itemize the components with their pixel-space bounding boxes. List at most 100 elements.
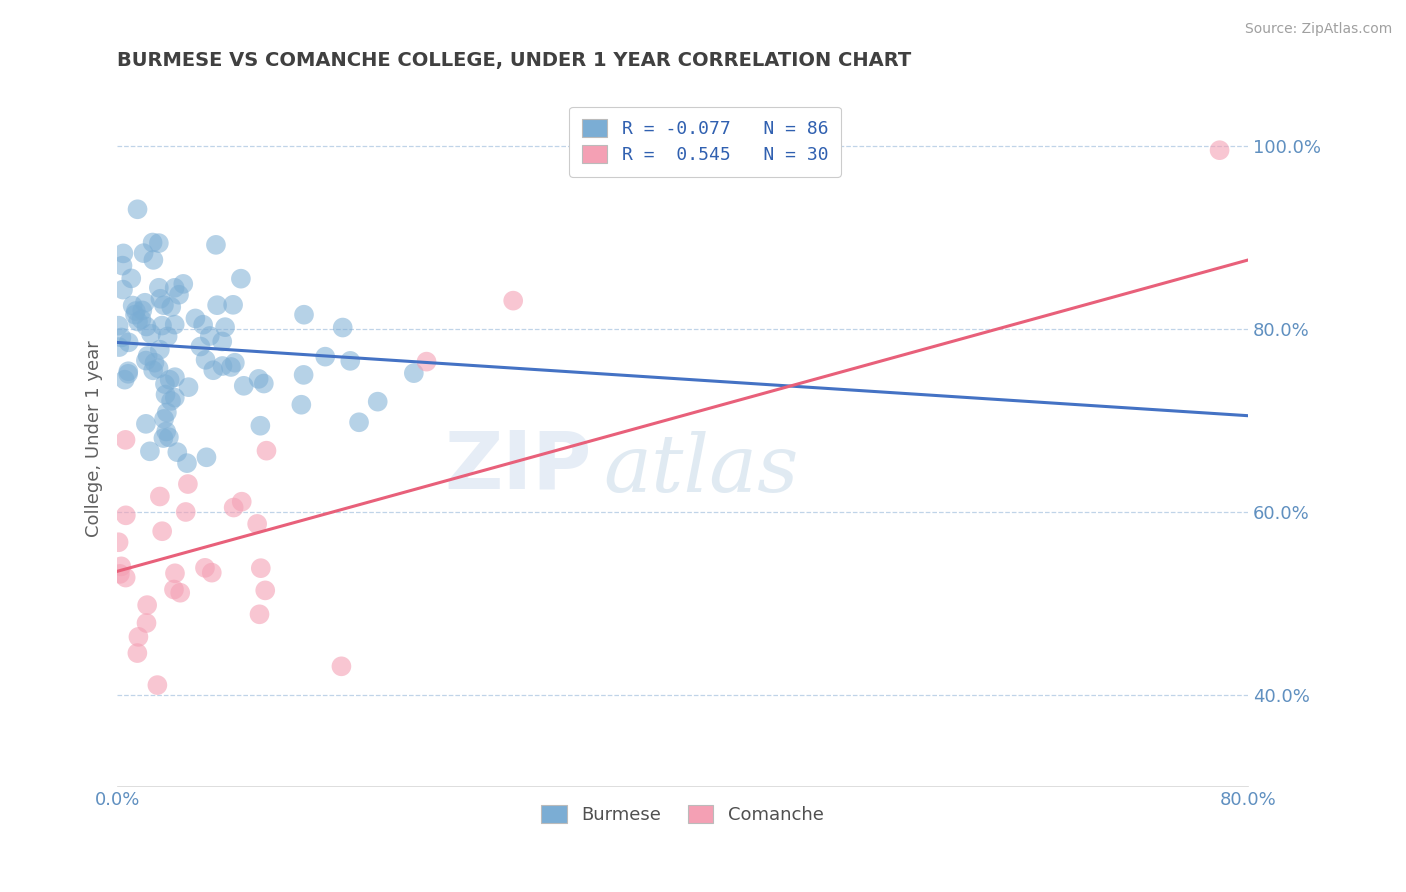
Point	[198, 329, 221, 343]
Point	[132, 246, 155, 260]
Point	[149, 490, 172, 504]
Point	[131, 303, 153, 318]
Point	[249, 607, 271, 622]
Point	[160, 300, 183, 314]
Point	[205, 237, 228, 252]
Point	[117, 364, 139, 378]
Point	[108, 566, 131, 581]
Point	[150, 318, 173, 333]
Point	[219, 359, 242, 374]
Point	[195, 450, 218, 465]
Point	[229, 271, 252, 285]
Text: BURMESE VS COMANCHE COLLEGE, UNDER 1 YEAR CORRELATION CHART: BURMESE VS COMANCHE COLLEGE, UNDER 1 YEA…	[117, 51, 911, 70]
Point	[160, 393, 183, 408]
Point	[120, 271, 142, 285]
Point	[177, 380, 200, 394]
Point	[247, 372, 270, 386]
Point	[148, 361, 170, 376]
Point	[194, 561, 217, 575]
Point	[153, 298, 176, 312]
Point	[131, 312, 153, 326]
Point	[163, 370, 186, 384]
Point	[254, 583, 277, 598]
Point	[314, 350, 336, 364]
Point	[347, 415, 370, 429]
Point	[111, 283, 134, 297]
Point	[149, 292, 172, 306]
Point	[135, 417, 157, 431]
Point	[166, 445, 188, 459]
Point	[114, 571, 136, 585]
Point	[121, 299, 143, 313]
Text: Source: ZipAtlas.com: Source: ZipAtlas.com	[1244, 22, 1392, 37]
Point	[159, 373, 181, 387]
Point	[155, 387, 177, 401]
Point	[222, 298, 245, 312]
Point	[214, 320, 236, 334]
Point	[136, 598, 159, 612]
Point	[367, 394, 389, 409]
Point	[156, 329, 179, 343]
Point	[136, 349, 159, 363]
Point	[184, 311, 207, 326]
Point	[124, 308, 146, 322]
Point	[117, 367, 139, 381]
Point	[110, 330, 132, 344]
Point	[176, 456, 198, 470]
Point	[110, 559, 132, 574]
Point	[169, 585, 191, 599]
Point	[143, 356, 166, 370]
Point	[148, 281, 170, 295]
Point	[205, 298, 228, 312]
Point	[127, 646, 149, 660]
Point	[156, 405, 179, 419]
Point	[114, 373, 136, 387]
Point	[142, 363, 165, 377]
Point	[249, 418, 271, 433]
Point	[194, 352, 217, 367]
Point	[174, 505, 197, 519]
Point	[139, 326, 162, 341]
Point	[172, 277, 194, 291]
Point	[190, 339, 212, 353]
Point	[246, 516, 269, 531]
Point	[249, 561, 271, 575]
Point	[117, 335, 139, 350]
Point	[127, 315, 149, 329]
Point	[330, 659, 353, 673]
Point	[502, 293, 524, 308]
Text: atlas: atlas	[603, 431, 799, 508]
Point	[134, 295, 156, 310]
Point	[163, 391, 186, 405]
Point	[167, 287, 190, 301]
Point	[600, 797, 623, 812]
Point	[211, 359, 233, 373]
Point	[253, 376, 276, 391]
Point	[150, 524, 173, 539]
Point	[163, 582, 186, 597]
Point	[222, 500, 245, 515]
Point	[146, 678, 169, 692]
Point	[107, 318, 129, 333]
Point	[142, 235, 165, 250]
Point	[292, 368, 315, 382]
Point	[332, 320, 354, 334]
Point	[107, 535, 129, 549]
Point	[111, 259, 134, 273]
Point	[135, 319, 157, 334]
Point	[149, 343, 172, 357]
Point	[153, 412, 176, 426]
Point	[339, 354, 361, 368]
Point	[292, 308, 315, 322]
Point	[125, 304, 148, 318]
Point	[152, 431, 174, 445]
Point	[231, 494, 253, 508]
Point	[127, 202, 149, 217]
Point	[290, 398, 312, 412]
Point	[415, 354, 437, 368]
Point	[402, 366, 425, 380]
Point	[112, 246, 135, 260]
Text: ZIP: ZIP	[444, 427, 592, 506]
Point	[148, 236, 170, 251]
Point	[256, 443, 278, 458]
